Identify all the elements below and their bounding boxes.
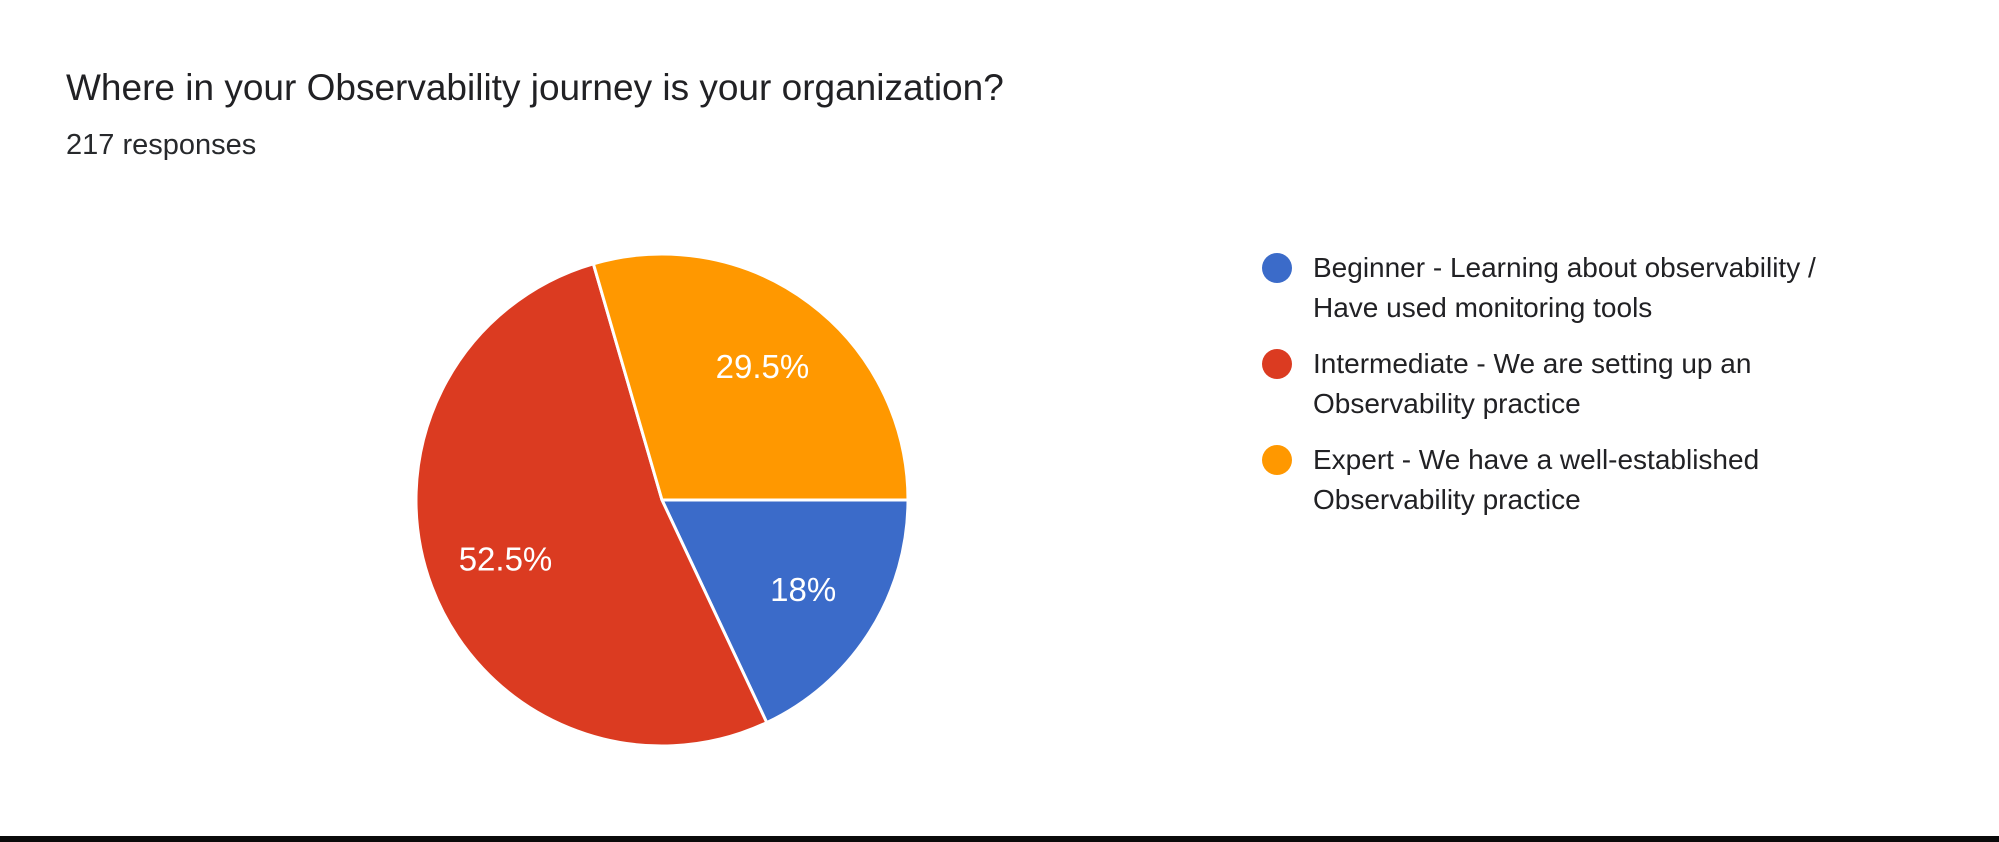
chart-legend: Beginner - Learning about observability …: [1262, 248, 1952, 536]
legend-label-expert: Expert - We have a well-established Obse…: [1313, 444, 1760, 515]
legend-color-dot-expert: [1262, 445, 1292, 475]
pie-slice-label-beginner: 18%: [770, 571, 836, 608]
legend-label-intermediate: Intermediate - We are setting up an Obse…: [1313, 348, 1752, 419]
legend-color-dot-intermediate: [1262, 349, 1292, 379]
pie-slice-label-intermediate: 52.5%: [459, 541, 553, 578]
legend-item-expert: Expert - We have a well-established Obse…: [1262, 440, 1952, 520]
legend-label-beginner: Beginner - Learning about observability …: [1313, 252, 1816, 323]
legend-item-intermediate: Intermediate - We are setting up an Obse…: [1262, 344, 1952, 424]
question-title: Where in your Observability journey is y…: [66, 67, 1004, 108]
pie-slice-label-expert: 29.5%: [716, 348, 810, 385]
response-count: 217 responses: [66, 129, 257, 161]
legend-item-beginner: Beginner - Learning about observability …: [1262, 248, 1952, 328]
pie-slice-beginner[interactable]: [660, 498, 910, 725]
pie-slice-intermediate[interactable]: [414, 262, 769, 748]
screenshot-bottom-edge: [0, 836, 1999, 842]
pie-slice-expert[interactable]: [591, 252, 910, 502]
legend-color-dot-beginner: [1262, 253, 1292, 283]
